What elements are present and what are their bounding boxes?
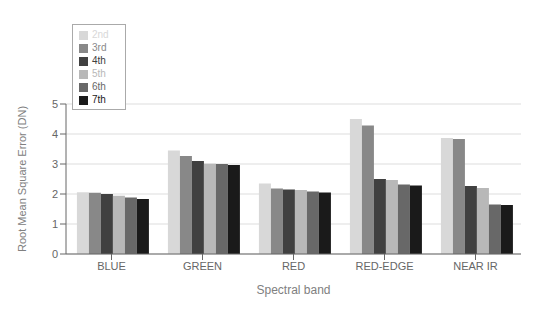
html-text:2nd: 2nd [92, 29, 109, 40]
svg-text:Spectral band: Spectral band [256, 283, 330, 297]
svg-text:GREEN: GREEN [183, 260, 222, 272]
html-text:6th: 6th [92, 81, 106, 92]
svg-text:3: 3 [52, 158, 58, 170]
svg-text:5: 5 [52, 98, 58, 110]
svg-text:BLUE: BLUE [97, 260, 126, 272]
svg-text:2: 2 [52, 188, 58, 200]
svg-text:0: 0 [52, 248, 58, 260]
svg-text:RED: RED [282, 260, 305, 272]
html-text:3rd: 3rd [92, 42, 107, 53]
svg-text:Root Mean Square Error (DN): Root Mean Square Error (DN) [16, 106, 28, 252]
svg-text:RED-EDGE: RED-EDGE [355, 260, 413, 272]
svg-text:1: 1 [52, 218, 58, 230]
html-text:7th: 7th [92, 94, 106, 105]
html-text:5th: 5th [92, 68, 106, 79]
svg-text:4: 4 [52, 128, 58, 140]
svg-text:NEAR IR: NEAR IR [453, 260, 498, 272]
html-text:4th: 4th [92, 55, 106, 66]
